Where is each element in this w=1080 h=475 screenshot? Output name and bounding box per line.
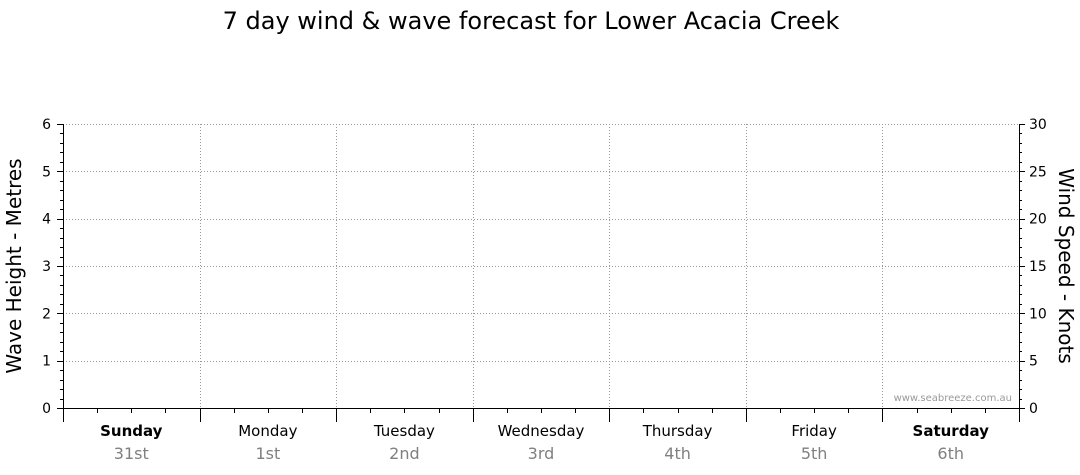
left-tick-label: 5 <box>42 164 51 180</box>
chart-title: 7 day wind & wave forecast for Lower Aca… <box>223 7 840 35</box>
right-axis-ticks: 0 5 10 15 20 25 30 <box>1019 117 1047 417</box>
right-tick-label: 25 <box>1029 164 1047 180</box>
left-tick-label: 3 <box>42 259 51 275</box>
left-tick-label: 1 <box>42 354 51 370</box>
day-date-label: 6th <box>937 444 964 463</box>
right-tick-label: 20 <box>1029 212 1047 228</box>
day-name-label: Tuesday <box>373 422 435 440</box>
day-date-label: 5th <box>801 444 828 463</box>
day-name-label: Friday <box>791 422 837 440</box>
right-tick-label: 5 <box>1029 354 1038 370</box>
day-name-label: Saturday <box>913 422 990 440</box>
right-tick-label: 10 <box>1029 306 1047 322</box>
left-axis-ticks: 0 1 2 3 4 5 6 <box>42 117 63 417</box>
right-tick-label: 0 <box>1029 401 1038 417</box>
left-tick-label: 4 <box>42 212 51 228</box>
day-date-label: 1st <box>255 444 280 463</box>
day-date-label: 3rd <box>528 444 555 463</box>
day-date-label: 4th <box>664 444 691 463</box>
right-tick-label: 15 <box>1029 259 1047 275</box>
bottom-axis-ticks <box>63 408 1020 422</box>
day-name-label: Monday <box>238 422 297 440</box>
watermark: www.seabreeze.com.au <box>894 393 1012 404</box>
day-labels: Sunday 31st Monday 1st Tuesday 2nd Wednesday 3r… <box>100 422 989 463</box>
day-date-label: 31st <box>114 444 149 463</box>
left-tick-label: 6 <box>42 117 51 133</box>
left-tick-label: 2 <box>42 306 51 322</box>
left-axis-title: Wave Height - Metres <box>2 158 26 373</box>
day-name-label: Thursday <box>642 422 713 440</box>
horizontal-gridlines <box>63 124 1019 362</box>
right-axis-title: Wind Speed - Knots <box>1054 168 1078 364</box>
day-date-label: 2nd <box>389 444 419 463</box>
right-tick-label: 30 <box>1029 117 1047 133</box>
day-name-label: Sunday <box>100 422 163 440</box>
left-tick-label: 0 <box>42 401 51 417</box>
day-name-label: Wednesday <box>498 422 585 440</box>
